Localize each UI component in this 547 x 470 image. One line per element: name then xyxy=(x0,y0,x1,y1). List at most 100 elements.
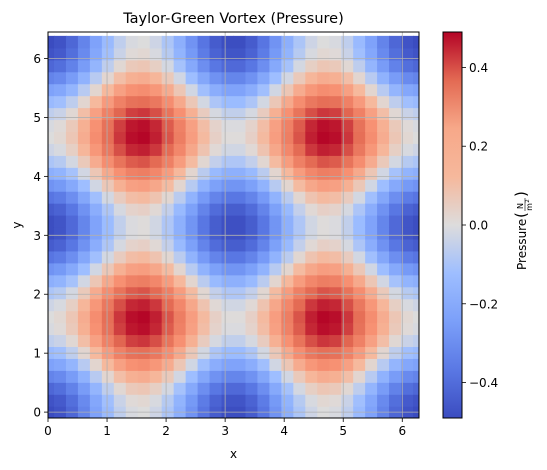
heatmap-cell xyxy=(101,358,115,371)
heatmap-cell xyxy=(209,298,223,312)
heatmap-cell xyxy=(293,83,306,97)
heatmap-cell xyxy=(137,59,151,73)
heatmap-cell xyxy=(113,191,127,204)
heatmap-cell xyxy=(353,394,366,407)
heatmap-cell xyxy=(269,274,282,288)
heatmap-cell xyxy=(413,95,419,109)
heatmap-cell xyxy=(305,322,318,336)
heatmap-cell xyxy=(137,71,151,85)
heatmap-cell xyxy=(77,322,91,336)
heatmap-cell xyxy=(389,298,402,312)
heatmap-cell xyxy=(77,274,91,288)
heatmap-cell xyxy=(293,346,306,359)
heatmap-cell xyxy=(245,262,259,276)
heatmap-cell xyxy=(197,47,211,61)
heatmap-cell xyxy=(53,203,67,216)
heatmap-cell xyxy=(221,95,235,109)
heatmap-cell xyxy=(48,262,55,276)
heatmap-cell xyxy=(125,191,139,204)
heatmap-cell xyxy=(221,47,235,61)
heatmap-cell xyxy=(377,394,390,407)
heatmap-cell xyxy=(413,215,419,228)
heatmap-cell xyxy=(221,167,235,180)
heatmap-cell xyxy=(377,310,390,324)
heatmap-cell xyxy=(353,155,366,168)
heatmap-cell xyxy=(101,322,115,336)
heatmap-cell xyxy=(125,262,139,276)
heatmap-cell xyxy=(48,203,55,216)
heatmap-cell xyxy=(401,262,414,276)
heatmap-cell xyxy=(269,167,282,180)
heatmap-cell xyxy=(233,35,247,49)
heatmap-cell xyxy=(89,394,103,407)
heatmap-cell xyxy=(233,215,247,228)
heatmap-cell xyxy=(389,107,402,121)
heatmap-cell xyxy=(125,370,139,383)
heatmap-cell xyxy=(137,274,151,288)
heatmap-cell xyxy=(173,179,187,192)
heatmap-cell xyxy=(245,310,259,324)
heatmap-cell xyxy=(161,334,175,348)
heatmap-cell xyxy=(185,119,199,133)
heatmap-cell xyxy=(89,131,103,144)
heatmap-cell xyxy=(197,226,211,240)
heatmap-cell xyxy=(269,119,282,133)
heatmap-cell xyxy=(89,238,103,252)
heatmap-cell xyxy=(233,382,247,395)
heatmap-cell xyxy=(48,155,55,168)
heatmap-cell xyxy=(65,298,79,312)
heatmap-cell xyxy=(245,370,259,383)
heatmap-cell xyxy=(353,274,366,288)
heatmap-cell xyxy=(48,358,55,371)
heatmap-cell xyxy=(89,310,103,324)
heatmap-cell xyxy=(65,59,79,73)
heatmap-cell xyxy=(269,370,282,383)
heatmap-cell xyxy=(365,155,378,168)
heatmap-cell xyxy=(209,370,223,383)
heatmap-cell xyxy=(173,71,187,85)
heatmap-cell xyxy=(113,250,127,264)
heatmap-cell xyxy=(353,382,366,395)
y-tick-label: 6 xyxy=(33,52,41,66)
heatmap-cell xyxy=(281,107,294,121)
heatmap-cell xyxy=(389,167,402,180)
heatmap-cell xyxy=(401,155,414,168)
heatmap-cell xyxy=(413,286,419,300)
heatmap-cell xyxy=(293,167,306,180)
heatmap-cell xyxy=(305,334,318,348)
heatmap-cell xyxy=(173,262,187,276)
heatmap-cell xyxy=(77,107,91,121)
heatmap-cell xyxy=(149,250,163,264)
heatmap-cell xyxy=(389,238,402,252)
heatmap-cell xyxy=(413,394,419,407)
heatmap-cell xyxy=(161,286,175,300)
heatmap-cell xyxy=(257,250,270,264)
heatmap-cell xyxy=(125,119,139,133)
heatmap-cell xyxy=(149,334,163,348)
heatmap-cell xyxy=(173,107,187,121)
heatmap-cell xyxy=(401,167,414,180)
heatmap-cell xyxy=(221,119,235,133)
heatmap-cell xyxy=(125,155,139,168)
heatmap-cell xyxy=(341,155,354,168)
heatmap-cell xyxy=(209,83,223,97)
heatmap-cell xyxy=(77,310,91,324)
heatmap-cell xyxy=(389,322,402,336)
heatmap-cell xyxy=(65,191,79,204)
heatmap-cell xyxy=(113,346,127,359)
heatmap-cell xyxy=(149,262,163,276)
heatmap-cell xyxy=(65,226,79,240)
heatmap-cell xyxy=(173,322,187,336)
heatmap-cell xyxy=(149,59,163,73)
heatmap-cell xyxy=(221,262,235,276)
heatmap-cell xyxy=(221,35,235,49)
heatmap-cell xyxy=(353,83,366,97)
heatmap-cell xyxy=(269,95,282,109)
heatmap-cell xyxy=(197,346,211,359)
heatmap-cell xyxy=(137,370,151,383)
heatmap-cell xyxy=(341,226,354,240)
heatmap-cell xyxy=(401,238,414,252)
heatmap-cell xyxy=(209,394,223,407)
heatmap-cell xyxy=(305,346,318,359)
heatmap-cell xyxy=(281,155,294,168)
